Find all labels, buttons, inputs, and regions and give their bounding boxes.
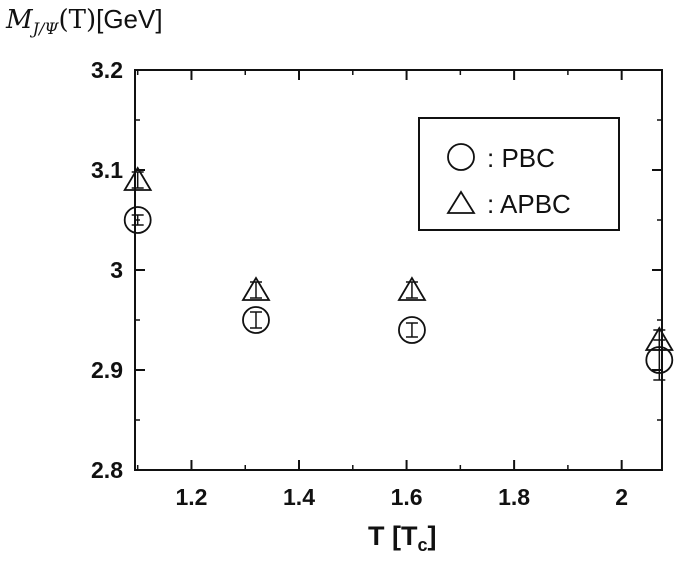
x-axis-title-close: ] — [428, 521, 437, 551]
pbc-point — [398, 316, 426, 344]
title-unit: [GeV] — [96, 4, 163, 34]
title-subscript: J/Ψ — [32, 19, 59, 38]
x-axis-title-main: T [T — [368, 521, 418, 551]
apbc-point — [644, 326, 674, 351]
title-argument: (T) — [58, 5, 97, 35]
x-tick-label: 1.6 — [391, 484, 423, 510]
x-axis-title: T [Tc] — [368, 521, 437, 555]
legend-apbc-label: : APBC — [487, 189, 571, 219]
apbc-point — [397, 276, 427, 301]
x-tick-label: 1.4 — [283, 484, 315, 510]
apbc-point — [123, 166, 153, 191]
legend-pbc-label: : PBC — [487, 143, 555, 173]
legend-pbc-marker — [447, 143, 475, 171]
title-symbol: M — [6, 5, 33, 35]
y-tick-label: 2.8 — [91, 457, 123, 483]
y-tick-label: 2.9 — [91, 357, 123, 383]
y-tick-label: 3.2 — [91, 57, 123, 83]
legend-apbc-marker — [446, 190, 476, 214]
apbc-point — [241, 276, 271, 301]
x-tick-label: 1.2 — [175, 484, 207, 510]
x-axis-title-sub: c — [417, 535, 427, 555]
y-axis-title: MJ/Ψ(T)[GeV] — [6, 4, 163, 38]
y-tick-label: 3.1 — [91, 157, 123, 183]
x-tick-label: 2 — [615, 484, 628, 510]
pbc-point — [123, 206, 152, 234]
data-markers — [123, 166, 674, 381]
pbc-point — [242, 306, 270, 334]
ticks: 1.2 1.4 1.6 1.8 2 2.8 2.9 3 3.1 3.2 — [91, 57, 662, 510]
x-tick-label: 1.8 — [498, 484, 530, 510]
legend: : PBC : APBC — [418, 117, 620, 231]
y-tick-label: 3 — [110, 257, 123, 283]
legend-box — [418, 117, 620, 231]
